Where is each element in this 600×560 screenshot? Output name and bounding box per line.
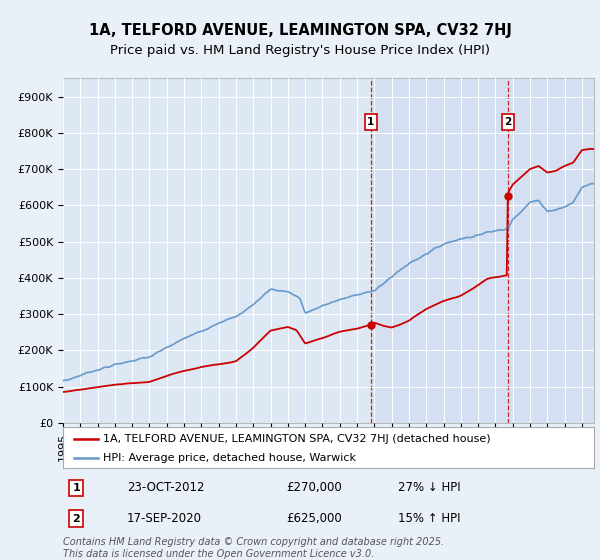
Text: 1A, TELFORD AVENUE, LEAMINGTON SPA, CV32 7HJ: 1A, TELFORD AVENUE, LEAMINGTON SPA, CV32… [89,24,511,38]
Text: 1A, TELFORD AVENUE, LEAMINGTON SPA, CV32 7HJ (detached house): 1A, TELFORD AVENUE, LEAMINGTON SPA, CV32… [103,433,490,444]
Text: 17-SEP-2020: 17-SEP-2020 [127,512,202,525]
Text: 1: 1 [367,117,374,127]
Text: Contains HM Land Registry data © Crown copyright and database right 2025.
This d: Contains HM Land Registry data © Crown c… [63,537,444,559]
Text: 27% ↓ HPI: 27% ↓ HPI [398,481,460,494]
Text: 1: 1 [73,483,80,493]
Text: Price paid vs. HM Land Registry's House Price Index (HPI): Price paid vs. HM Land Registry's House … [110,44,490,57]
Text: 23-OCT-2012: 23-OCT-2012 [127,481,204,494]
Bar [371,78,508,423]
Text: 2: 2 [504,117,511,127]
Text: £270,000: £270,000 [286,481,342,494]
Text: £625,000: £625,000 [286,512,342,525]
Text: 2: 2 [73,514,80,524]
Text: 15% ↑ HPI: 15% ↑ HPI [398,512,460,525]
Text: HPI: Average price, detached house, Warwick: HPI: Average price, detached house, Warw… [103,452,356,463]
Bar [508,78,594,423]
